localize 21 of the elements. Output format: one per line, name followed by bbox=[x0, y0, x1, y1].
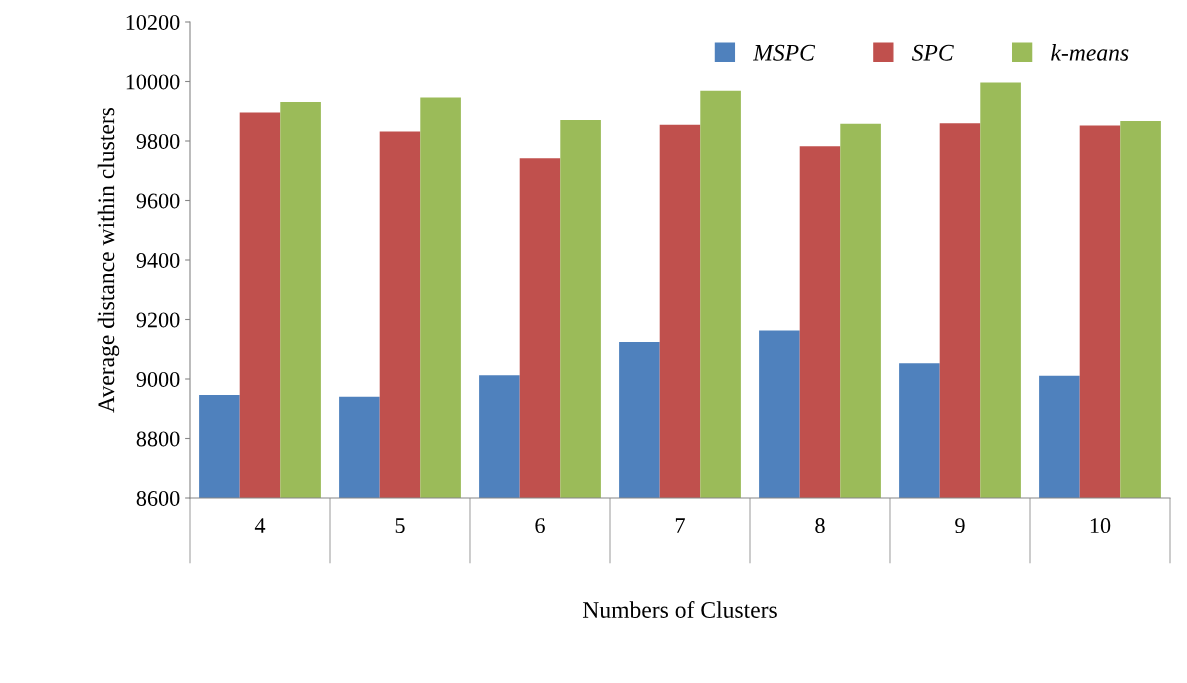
y-tick-label: 10200 bbox=[126, 14, 180, 30]
y-tick-label: 10000 bbox=[126, 74, 180, 90]
y-tick-label: 8600 bbox=[136, 490, 180, 506]
legend-label: SPC bbox=[911, 44, 954, 61]
x-tick-label: 9 bbox=[955, 518, 965, 534]
y-tick-label: 9400 bbox=[136, 252, 180, 268]
y-tick-label: 9200 bbox=[136, 312, 180, 328]
y-tick-label: 9000 bbox=[136, 371, 180, 387]
x-tick-label: 5 bbox=[395, 518, 405, 534]
y-tick-label: 9600 bbox=[136, 193, 180, 209]
x-tick-label: 10 bbox=[1090, 518, 1111, 534]
y-axis-title: Average distance within clusters bbox=[97, 107, 120, 413]
y-tick-label: 8800 bbox=[136, 431, 180, 447]
x-tick-label: 7 bbox=[675, 518, 685, 533]
legend-label: MSPC bbox=[752, 44, 816, 61]
x-tick-label: 6 bbox=[535, 518, 545, 534]
x-tick-label: 8 bbox=[815, 518, 825, 534]
x-tick-label: 4 bbox=[254, 518, 266, 533]
legend-label: k-means bbox=[1051, 44, 1129, 61]
x-axis-title: Numbers of Clusters bbox=[582, 601, 777, 618]
y-tick-label: 9800 bbox=[136, 133, 180, 149]
